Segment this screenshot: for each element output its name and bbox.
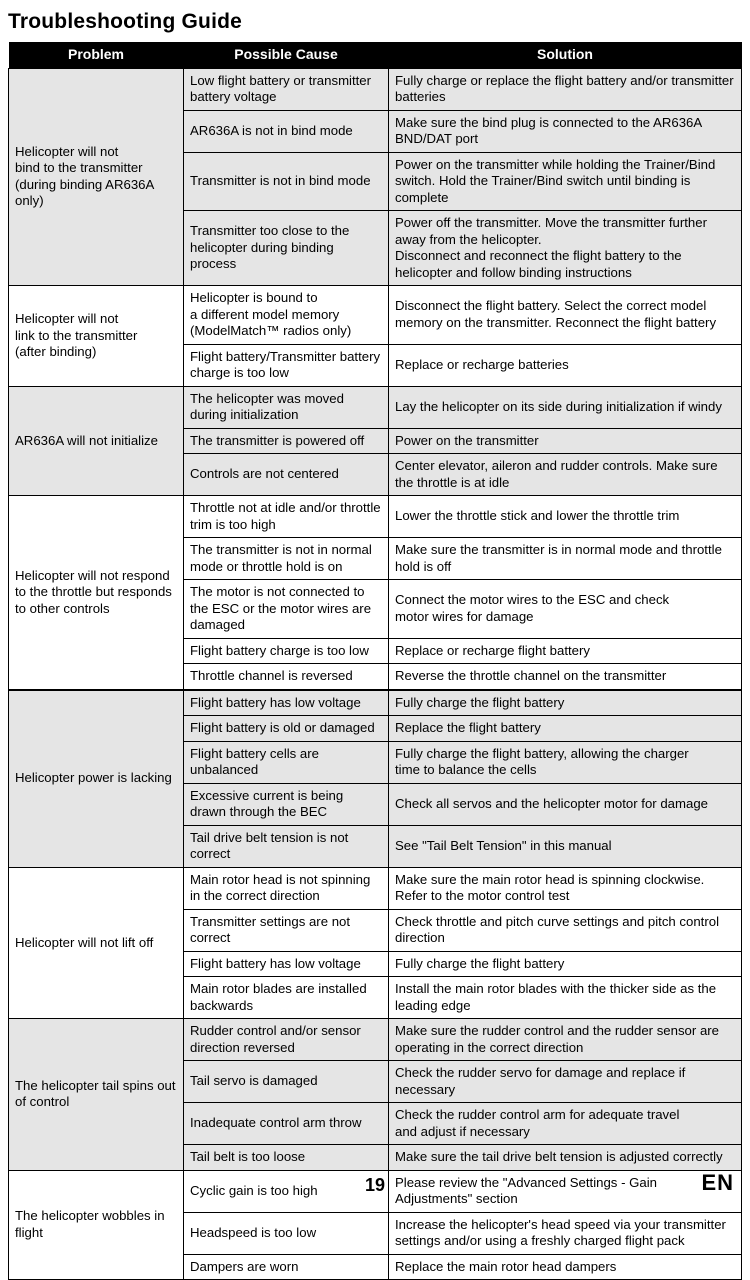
solution-cell: Make sure the bind plug is connected to … bbox=[389, 110, 742, 152]
problem-cell: Helicopter power is lacking bbox=[9, 690, 184, 868]
language-indicator: EN bbox=[701, 1170, 734, 1196]
cause-cell: Tail drive belt tension is not correct bbox=[184, 825, 389, 867]
cause-cell: Flight battery/Transmitter battery charg… bbox=[184, 344, 389, 386]
table-row: Helicopter will not lift offMain rotor h… bbox=[9, 867, 742, 909]
solution-cell: Power on the transmitter bbox=[389, 428, 742, 454]
problem-cell: Helicopter will not lift off bbox=[9, 867, 184, 1019]
solution-cell: Check all servos and the helicopter moto… bbox=[389, 783, 742, 825]
cause-cell: Transmitter too close to the helicopter … bbox=[184, 211, 389, 286]
solution-cell: Lay the helicopter on its side during in… bbox=[389, 386, 742, 428]
solution-cell: Replace the main rotor head dampers bbox=[389, 1254, 742, 1280]
solution-cell: Make sure the tail drive belt tension is… bbox=[389, 1145, 742, 1171]
solution-cell: Replace or recharge flight battery bbox=[389, 638, 742, 664]
solution-cell: Disconnect the flight battery. Select th… bbox=[389, 286, 742, 345]
problem-cell: Helicopter will notbind to the transmitt… bbox=[9, 68, 184, 286]
cause-cell: Inadequate control arm throw bbox=[184, 1103, 389, 1145]
solution-cell: Check the rudder control arm for adequat… bbox=[389, 1103, 742, 1145]
page-title: Troubleshooting Guide bbox=[8, 10, 742, 34]
cause-cell: Flight battery cells are unbalanced bbox=[184, 741, 389, 783]
cause-cell: Main rotor head is not spinning in the c… bbox=[184, 867, 389, 909]
cause-cell: AR636A is not in bind mode bbox=[184, 110, 389, 152]
cause-cell: Rudder control and/or sensor direction r… bbox=[184, 1019, 389, 1061]
cause-cell: Low flight battery or transmitter batter… bbox=[184, 68, 389, 110]
cause-cell: Flight battery has low voltage bbox=[184, 690, 389, 716]
header-solution: Solution bbox=[389, 42, 742, 68]
problem-cell: AR636A will not initialize bbox=[9, 386, 184, 496]
solution-cell: Replace or recharge batteries bbox=[389, 344, 742, 386]
solution-cell: Make sure the transmitter is in normal m… bbox=[389, 538, 742, 580]
problem-cell: Helicopter will notlink to the transmitt… bbox=[9, 286, 184, 387]
solution-cell: Increase the helicopter's head speed via… bbox=[389, 1212, 742, 1254]
solution-cell: Make sure the rudder control and the rud… bbox=[389, 1019, 742, 1061]
cause-cell: Tail servo is damaged bbox=[184, 1061, 389, 1103]
table-row: Helicopter power is lackingFlight batter… bbox=[9, 690, 742, 716]
header-problem: Problem bbox=[9, 42, 184, 68]
cause-cell: Flight battery charge is too low bbox=[184, 638, 389, 664]
cause-cell: Throttle channel is reversed bbox=[184, 664, 389, 690]
page-footer: 19 EN bbox=[0, 1175, 750, 1196]
cause-cell: Excessive current is being drawn through… bbox=[184, 783, 389, 825]
table-row: Helicopter will not respond to the throt… bbox=[9, 496, 742, 538]
cause-cell: Dampers are worn bbox=[184, 1254, 389, 1280]
cause-cell: Transmitter settings are not correct bbox=[184, 909, 389, 951]
solution-cell: Reverse the throttle channel on the tran… bbox=[389, 664, 742, 690]
cause-cell: Flight battery is old or damaged bbox=[184, 716, 389, 742]
solution-cell: Lower the throttle stick and lower the t… bbox=[389, 496, 742, 538]
cause-cell: Throttle not at idle and/or throttle tri… bbox=[184, 496, 389, 538]
solution-cell: Fully charge or replace the flight batte… bbox=[389, 68, 742, 110]
cause-cell: Main rotor blades are installed backward… bbox=[184, 977, 389, 1019]
cause-cell: The motor is not connected to the ESC or… bbox=[184, 580, 389, 639]
cause-cell: The transmitter is powered off bbox=[184, 428, 389, 454]
cause-cell: Tail belt is too loose bbox=[184, 1145, 389, 1171]
solution-cell: Make sure the main rotor head is spinnin… bbox=[389, 867, 742, 909]
solution-cell: Connect the motor wires to the ESC and c… bbox=[389, 580, 742, 639]
cause-cell: Helicopter is bound toa different model … bbox=[184, 286, 389, 345]
table-row: AR636A will not initializeThe helicopter… bbox=[9, 386, 742, 428]
cause-cell: The helicopter was moved during initiali… bbox=[184, 386, 389, 428]
table-row: Helicopter will notlink to the transmitt… bbox=[9, 286, 742, 345]
problem-cell: The helicopter tail spins out of control bbox=[9, 1019, 184, 1171]
solution-cell: Power on the transmitter while holding t… bbox=[389, 152, 742, 211]
solution-cell: Install the main rotor blades with the t… bbox=[389, 977, 742, 1019]
cause-cell: Headspeed is too low bbox=[184, 1212, 389, 1254]
cause-cell: Controls are not centered bbox=[184, 454, 389, 496]
solution-cell: Fully charge the flight battery, allowin… bbox=[389, 741, 742, 783]
solution-cell: Center elevator, aileron and rudder cont… bbox=[389, 454, 742, 496]
solution-cell: Check the rudder servo for damage and re… bbox=[389, 1061, 742, 1103]
header-cause: Possible Cause bbox=[184, 42, 389, 68]
solution-cell: Power off the transmitter. Move the tran… bbox=[389, 211, 742, 286]
cause-cell: Flight battery has low voltage bbox=[184, 951, 389, 977]
solution-cell: Check throttle and pitch curve settings … bbox=[389, 909, 742, 951]
solution-cell: See "Tail Belt Tension" in this manual bbox=[389, 825, 742, 867]
table-header-row: Problem Possible Cause Solution bbox=[9, 42, 742, 68]
cause-cell: The transmitter is not in normal mode or… bbox=[184, 538, 389, 580]
cause-cell: Transmitter is not in bind mode bbox=[184, 152, 389, 211]
solution-cell: Fully charge the flight battery bbox=[389, 690, 742, 716]
table-row: Helicopter will notbind to the transmitt… bbox=[9, 68, 742, 110]
page-number: 19 bbox=[0, 1175, 750, 1196]
table-row: The helicopter tail spins out of control… bbox=[9, 1019, 742, 1061]
problem-cell: Helicopter will not respond to the throt… bbox=[9, 496, 184, 690]
solution-cell: Fully charge the flight battery bbox=[389, 951, 742, 977]
troubleshooting-table: Problem Possible Cause Solution Helicopt… bbox=[8, 42, 742, 1280]
solution-cell: Replace the flight battery bbox=[389, 716, 742, 742]
